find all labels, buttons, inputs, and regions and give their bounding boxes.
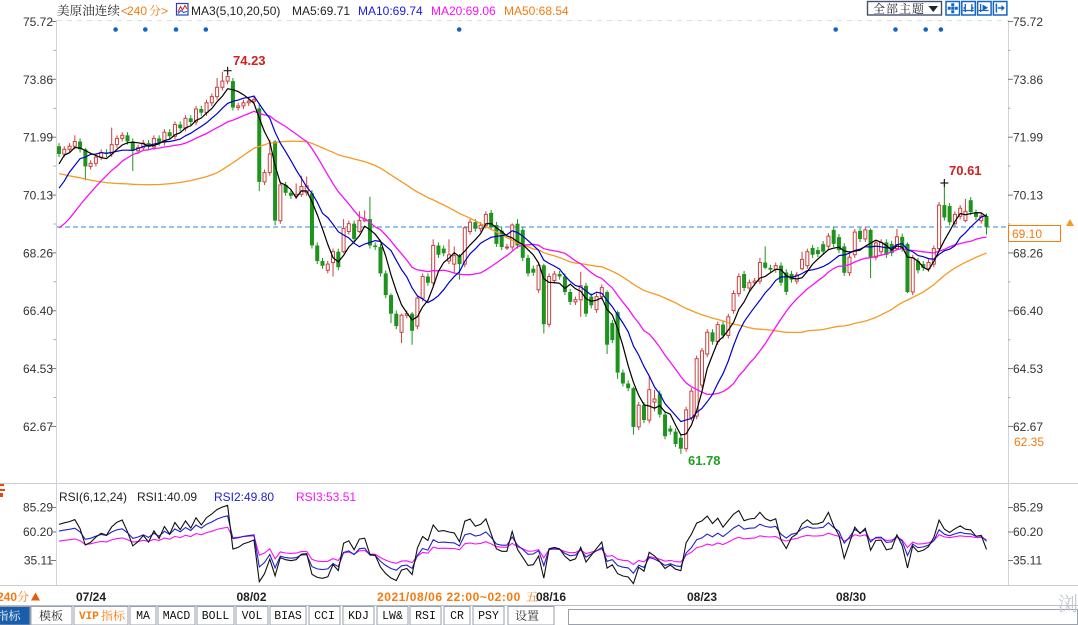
svg-text:MA3(5,10,20,50): MA3(5,10,20,50) (191, 4, 280, 18)
svg-text:75.72: 75.72 (23, 15, 53, 29)
svg-text:70.13: 70.13 (23, 189, 53, 203)
svg-text:MA: MA (136, 610, 150, 623)
svg-text:240: 240 (127, 4, 147, 18)
svg-text:<: < (121, 4, 128, 18)
svg-text:60.20: 60.20 (23, 525, 53, 539)
svg-text:60.20: 60.20 (1013, 525, 1043, 539)
svg-text:BIAS: BIAS (274, 610, 302, 623)
svg-text:MACD: MACD (163, 610, 191, 623)
svg-text:62.67: 62.67 (23, 420, 53, 434)
svg-text:35.11: 35.11 (24, 554, 53, 568)
svg-text:08/02: 08/02 (237, 590, 267, 604)
svg-text:KDJ: KDJ (348, 610, 369, 623)
svg-text:BOLL: BOLL (202, 610, 230, 623)
svg-text:73.86: 73.86 (23, 73, 53, 87)
svg-text:MA5:69.71: MA5:69.71 (292, 4, 350, 18)
svg-text:62.35: 62.35 (1014, 435, 1044, 449)
svg-text:73.86: 73.86 (1013, 73, 1043, 87)
svg-text:MA50:68.54: MA50:68.54 (504, 4, 569, 18)
svg-text:62.67: 62.67 (1013, 420, 1043, 434)
svg-text:08/30: 08/30 (836, 590, 866, 604)
svg-text:70.13: 70.13 (1013, 189, 1043, 203)
svg-text:64.53: 64.53 (23, 362, 53, 376)
svg-text:VIP: VIP (79, 611, 99, 623)
svg-text:61.78: 61.78 (688, 453, 721, 468)
svg-text:RSI1:40.09: RSI1:40.09 (137, 490, 197, 504)
svg-text:CCI: CCI (314, 610, 335, 623)
svg-text:68.26: 68.26 (23, 246, 53, 260)
svg-text:MA10:69.74: MA10:69.74 (358, 4, 423, 18)
svg-text:RSI2:49.80: RSI2:49.80 (214, 490, 274, 504)
svg-text:70.61: 70.61 (949, 163, 982, 178)
svg-text:07/24: 07/24 (76, 590, 106, 604)
svg-text:2021/08/06 22:00~02:00: 2021/08/06 22:00~02:00 (377, 590, 521, 604)
svg-text:71.99: 71.99 (1013, 131, 1043, 145)
svg-text:85.29: 85.29 (23, 501, 53, 515)
svg-text:66.40: 66.40 (1013, 304, 1043, 318)
svg-text:PSY: PSY (478, 610, 499, 623)
svg-text:85.29: 85.29 (1013, 501, 1043, 515)
svg-text:>: > (161, 4, 168, 18)
svg-text:08/16: 08/16 (536, 590, 566, 604)
svg-text:74.23: 74.23 (233, 53, 266, 68)
svg-text:VOL: VOL (242, 610, 263, 623)
svg-text:08/23: 08/23 (687, 590, 717, 604)
svg-text:35.11: 35.11 (1013, 554, 1042, 568)
svg-text:RSI(6,12,24): RSI(6,12,24) (59, 490, 127, 504)
svg-text:64.53: 64.53 (1013, 362, 1043, 376)
svg-text:LW&: LW& (382, 610, 403, 623)
svg-text:MA20:69.06: MA20:69.06 (431, 4, 496, 18)
svg-text:RSI3:53.51: RSI3:53.51 (296, 490, 356, 504)
svg-text:75.72: 75.72 (1013, 15, 1043, 29)
svg-text:CR: CR (450, 610, 464, 623)
svg-text:71.99: 71.99 (23, 131, 53, 145)
svg-text:RSI: RSI (415, 610, 436, 623)
svg-text:69.10: 69.10 (1012, 227, 1042, 241)
svg-text:68.26: 68.26 (1013, 246, 1043, 260)
svg-text:240: 240 (0, 590, 17, 604)
svg-text:66.40: 66.40 (23, 304, 53, 318)
